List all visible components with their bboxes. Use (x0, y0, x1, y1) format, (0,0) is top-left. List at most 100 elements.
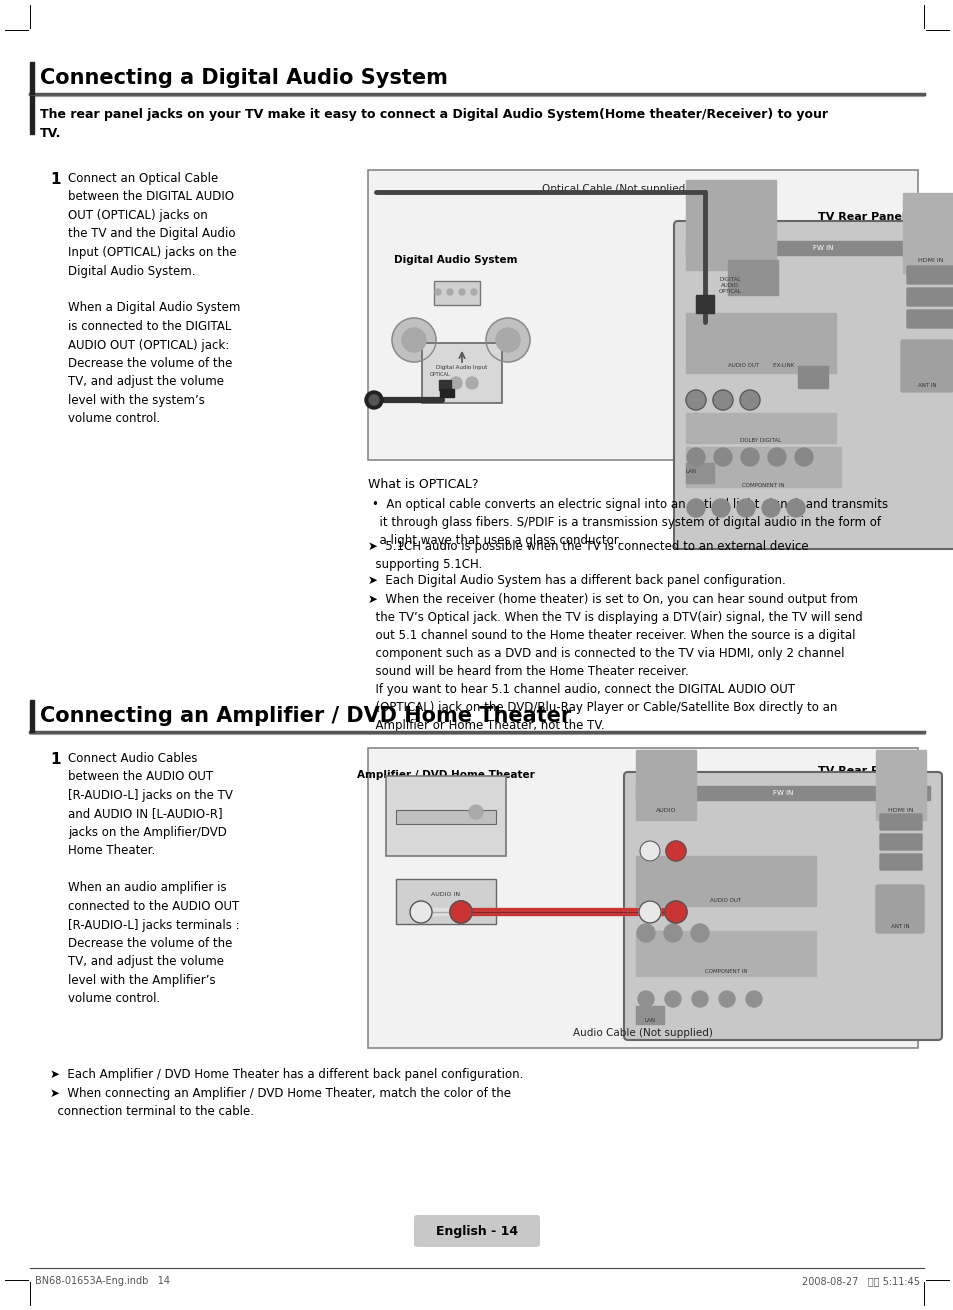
Text: FW IN: FW IN (772, 790, 792, 796)
Circle shape (410, 901, 432, 924)
Circle shape (713, 448, 731, 466)
Text: AUDIO: AUDIO (655, 808, 676, 814)
Bar (30, 62, 34, 94)
FancyBboxPatch shape (875, 886, 923, 933)
Bar (797, 365, 827, 388)
Text: LAN: LAN (685, 469, 697, 474)
Circle shape (685, 390, 705, 410)
Bar (421, 343, 501, 403)
Circle shape (786, 499, 804, 517)
Text: TV Rear Panel: TV Rear Panel (818, 212, 905, 221)
Bar (439, 389, 454, 397)
Circle shape (711, 499, 729, 517)
Bar (685, 241, 953, 255)
Circle shape (637, 924, 655, 942)
Bar (30, 700, 34, 732)
Circle shape (435, 290, 440, 295)
Bar (30, 96, 34, 134)
Bar (636, 751, 696, 820)
Circle shape (664, 990, 680, 1007)
Text: BN68-01653A-Eng.indb   14: BN68-01653A-Eng.indb 14 (35, 1276, 170, 1286)
Text: Connecting a Digital Audio System: Connecting a Digital Audio System (40, 68, 447, 88)
Circle shape (365, 390, 382, 409)
Circle shape (664, 901, 686, 924)
Text: Connect Audio Cables
between the AUDIO OUT
[R-AUDIO-L] jacks on the TV
and AUDIO: Connect Audio Cables between the AUDIO O… (68, 752, 239, 1006)
Text: DOLBY DIGITAL: DOLBY DIGITAL (740, 438, 781, 443)
Circle shape (690, 924, 708, 942)
Bar (685, 462, 713, 483)
Circle shape (663, 924, 681, 942)
FancyBboxPatch shape (900, 341, 952, 392)
FancyBboxPatch shape (879, 854, 921, 870)
Text: FW IN: FW IN (812, 245, 832, 252)
Bar (636, 931, 815, 976)
Circle shape (745, 990, 761, 1007)
Bar (685, 179, 775, 270)
FancyBboxPatch shape (906, 266, 953, 284)
Bar (636, 1006, 663, 1024)
Text: Connecting an Amplifier / DVD Home Theater: Connecting an Amplifier / DVD Home Theat… (40, 706, 571, 726)
Text: Digital Audio System: Digital Audio System (394, 255, 517, 265)
Circle shape (485, 318, 530, 362)
Circle shape (392, 318, 436, 362)
Circle shape (767, 448, 785, 466)
Circle shape (638, 990, 654, 1007)
Text: COMPONENT IN: COMPONENT IN (741, 483, 783, 489)
Text: ➤  Each Amplifier / DVD Home Theater has a different back panel configuration.: ➤ Each Amplifier / DVD Home Theater has … (50, 1068, 523, 1081)
Text: Connect an Optical Cable
between the DIGITAL AUDIO
OUT (OPTICAL) jacks on
the TV: Connect an Optical Cable between the DIG… (68, 172, 240, 426)
Bar (685, 447, 841, 487)
Circle shape (691, 990, 707, 1007)
Text: 1: 1 (50, 172, 60, 187)
Circle shape (737, 499, 754, 517)
Circle shape (447, 290, 453, 295)
Text: What is OPTICAL?: What is OPTICAL? (368, 478, 478, 491)
Text: ➤  When the receiver (home theater) is set to On, you can hear sound output from: ➤ When the receiver (home theater) is se… (368, 593, 862, 732)
Circle shape (740, 390, 760, 410)
Text: ➤  When connecting an Amplifier / DVD Home Theater, match the color of the
  con: ➤ When connecting an Amplifier / DVD Hom… (50, 1087, 511, 1117)
Circle shape (686, 448, 704, 466)
Bar (727, 259, 778, 295)
Bar (902, 193, 953, 272)
Circle shape (458, 290, 464, 295)
Text: Digital Audio Input: Digital Audio Input (436, 365, 487, 369)
Text: AUDIO OUT: AUDIO OUT (710, 897, 740, 903)
FancyBboxPatch shape (673, 221, 953, 549)
Text: ANT IN: ANT IN (890, 924, 908, 929)
Text: 1: 1 (50, 752, 60, 766)
Text: Optical Cable (Not supplied): Optical Cable (Not supplied) (541, 183, 688, 194)
Text: English - 14: English - 14 (436, 1225, 517, 1238)
Circle shape (712, 390, 732, 410)
Bar (368, 748, 917, 1048)
Circle shape (401, 328, 426, 352)
Circle shape (719, 990, 734, 1007)
Circle shape (639, 901, 660, 924)
FancyBboxPatch shape (879, 814, 921, 831)
Bar (636, 855, 815, 907)
Circle shape (469, 806, 482, 819)
Text: HDMI IN: HDMI IN (918, 258, 943, 263)
Text: LAN: LAN (644, 1018, 655, 1023)
Text: AUDIO IN: AUDIO IN (431, 892, 460, 897)
Text: OPTICAL: OPTICAL (430, 372, 450, 377)
Circle shape (665, 841, 685, 861)
Text: DIGITAL
AUDIO
OPTICAL: DIGITAL AUDIO OPTICAL (718, 276, 740, 295)
Bar (875, 751, 925, 820)
FancyBboxPatch shape (906, 310, 953, 328)
Text: 2008-08-27   오후 5:11:45: 2008-08-27 오후 5:11:45 (801, 1276, 919, 1286)
Circle shape (369, 396, 378, 405)
Bar (685, 313, 835, 373)
Bar (395, 879, 496, 924)
Text: AUDIO OUT        EX-LINK: AUDIO OUT EX-LINK (727, 363, 793, 368)
Text: The rear panel jacks on your TV make it easy to connect a Digital Audio System(H: The rear panel jacks on your TV make it … (40, 107, 827, 140)
Circle shape (496, 328, 519, 352)
Circle shape (794, 448, 812, 466)
Text: •  An optical cable converts an electric signal into an optical light signal, an: • An optical cable converts an electric … (372, 498, 887, 548)
Bar (368, 170, 917, 460)
Text: ➤  5.1CH audio is possible when the TV is connected to an external device
  supp: ➤ 5.1CH audio is possible when the TV is… (368, 540, 808, 571)
Circle shape (740, 448, 759, 466)
Text: ANT IN: ANT IN (917, 383, 935, 388)
Circle shape (450, 901, 472, 924)
Circle shape (686, 499, 704, 517)
Text: Audio Cable (Not supplied): Audio Cable (Not supplied) (573, 1028, 712, 1038)
Bar (386, 776, 505, 855)
